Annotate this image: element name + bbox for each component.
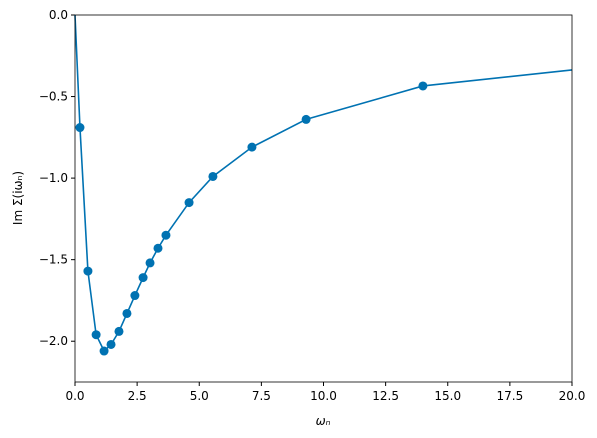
data-point — [99, 346, 109, 356]
data-point — [301, 114, 311, 124]
data-point — [75, 123, 85, 133]
data-point — [208, 171, 218, 181]
data-point — [83, 266, 93, 276]
y-tick-label: −1.5 — [39, 253, 68, 267]
y-tick-label: 0.0 — [49, 8, 68, 22]
data-point — [130, 291, 140, 301]
data-point — [138, 273, 148, 283]
x-tick-label: 2.5 — [128, 389, 147, 403]
data-point — [184, 198, 194, 208]
x-tick-label: 15.0 — [434, 389, 461, 403]
data-point — [161, 230, 171, 240]
data-point — [153, 243, 163, 253]
x-tick-label: 7.5 — [252, 389, 271, 403]
plot-frame — [74, 14, 573, 383]
data-point — [122, 308, 132, 318]
x-tick-label: 10.0 — [310, 389, 337, 403]
y-tick-label: −2.0 — [39, 334, 68, 348]
x-tick-label: 0.0 — [65, 389, 84, 403]
data-point — [114, 326, 124, 336]
data-line — [74, 14, 573, 353]
y-tick-label: −0.5 — [39, 90, 68, 104]
data-point — [418, 81, 428, 91]
x-tick-label: 5.0 — [190, 389, 209, 403]
data-point — [145, 258, 155, 268]
x-tick-label: 12.5 — [372, 389, 399, 403]
data-point — [106, 339, 116, 349]
x-tick-label: 20.0 — [559, 389, 586, 403]
y-axis-label: Im Σ(iωₙ) — [11, 171, 25, 225]
x-axis-label: ωₙ — [316, 414, 331, 428]
data-point — [91, 330, 101, 340]
data-point — [247, 142, 257, 152]
x-tick-label: 17.5 — [497, 389, 524, 403]
y-tick-label: −1.0 — [39, 171, 68, 185]
